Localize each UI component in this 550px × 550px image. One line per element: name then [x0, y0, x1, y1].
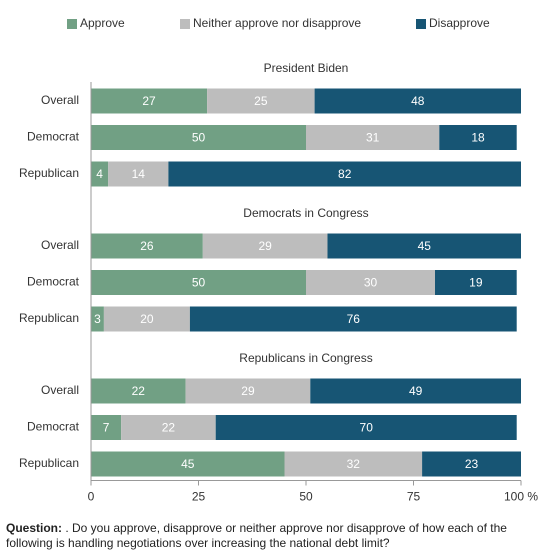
x-tick-label: 75: [407, 490, 421, 504]
value-label: 26: [140, 239, 154, 253]
bar-segment: [435, 270, 517, 295]
bar-segment: [91, 451, 285, 477]
panel-title: Republicans in Congress: [239, 351, 372, 365]
bar-segment: [306, 270, 435, 295]
value-label: 70: [360, 421, 374, 435]
legend-swatch: [67, 19, 77, 29]
chart: Approve Neither approve nor disapprove Dis…: [19, 16, 538, 504]
x-tick-label: 0: [88, 490, 95, 504]
bar-segment: [91, 270, 306, 295]
y-tick-label: Democrat: [27, 130, 80, 144]
value-label: 50: [192, 276, 206, 290]
value-label: 27: [142, 94, 156, 108]
value-label: 18: [471, 131, 485, 145]
bar-segment: [422, 451, 521, 477]
panel-title: Democrats in Congress: [243, 206, 368, 220]
bar-segment: [327, 233, 521, 259]
value-label: 82: [338, 167, 352, 181]
bar-segment: [284, 451, 423, 477]
value-label: 30: [364, 276, 378, 290]
bar-segment: [91, 415, 122, 440]
bar-segment: [215, 415, 517, 440]
x-tick-label: 50: [299, 490, 313, 504]
panel-title: President Biden: [264, 61, 349, 75]
bar-segment: [189, 306, 517, 332]
value-label: 76: [347, 312, 361, 326]
legend-label: Disapprove: [429, 16, 490, 30]
bar-segment: [439, 125, 517, 150]
value-label: 48: [411, 94, 425, 108]
bar-segment: [103, 306, 190, 332]
bar-segment: [207, 88, 315, 114]
value-label: 4: [96, 167, 103, 181]
value-label: 25: [254, 94, 268, 108]
bar-segment: [306, 125, 440, 150]
value-label: 22: [162, 421, 176, 435]
y-tick-label: Democrat: [27, 275, 80, 289]
value-label: 31: [366, 131, 380, 145]
value-label: 49: [409, 384, 423, 398]
value-label: 14: [132, 167, 146, 181]
bar-segment: [91, 88, 208, 114]
value-label: 45: [181, 457, 195, 471]
y-tick-label: Republican: [19, 456, 79, 470]
x-tick-label: 25: [192, 490, 206, 504]
value-label: 50: [192, 131, 206, 145]
value-label: 29: [258, 239, 272, 253]
value-label: 19: [469, 276, 483, 290]
footnote-text: . Do you approve, disapprove or neither …: [6, 521, 507, 550]
bar-segment: [91, 125, 306, 150]
value-label: 32: [347, 457, 361, 471]
y-tick-label: Overall: [41, 93, 79, 107]
bar-segment: [91, 233, 203, 259]
footnote: Question: . Do you approve, disapprove o…: [6, 521, 546, 550]
bar-segment: [310, 378, 521, 404]
legend-label: Approve: [80, 16, 125, 30]
y-tick-label: Overall: [41, 383, 79, 397]
bar-segment: [108, 161, 169, 187]
bar-segment: [91, 378, 186, 404]
x-tick-label: 100 %: [504, 490, 538, 504]
bar-segment: [202, 233, 328, 259]
y-tick-label: Republican: [19, 166, 79, 180]
value-label: 3: [94, 312, 101, 326]
footnote-label: Question:: [6, 521, 62, 535]
value-label: 7: [103, 421, 110, 435]
legend-swatch: [180, 19, 190, 29]
bar-segment: [185, 378, 311, 404]
bar-segment: [91, 306, 104, 332]
y-tick-label: Overall: [41, 238, 79, 252]
legend-label: Neither approve nor disapprove: [193, 16, 361, 30]
value-label: 45: [418, 239, 432, 253]
bar-segment: [314, 88, 521, 114]
bar-segment: [91, 161, 109, 187]
value-label: 23: [465, 457, 479, 471]
legend-swatch: [416, 19, 426, 29]
value-label: 20: [140, 312, 154, 326]
bar-segment: [121, 415, 216, 440]
y-tick-label: Republican: [19, 311, 79, 325]
y-tick-label: Democrat: [27, 420, 80, 434]
bar-segment: [168, 161, 521, 187]
value-label: 22: [132, 384, 146, 398]
value-label: 29: [241, 384, 255, 398]
